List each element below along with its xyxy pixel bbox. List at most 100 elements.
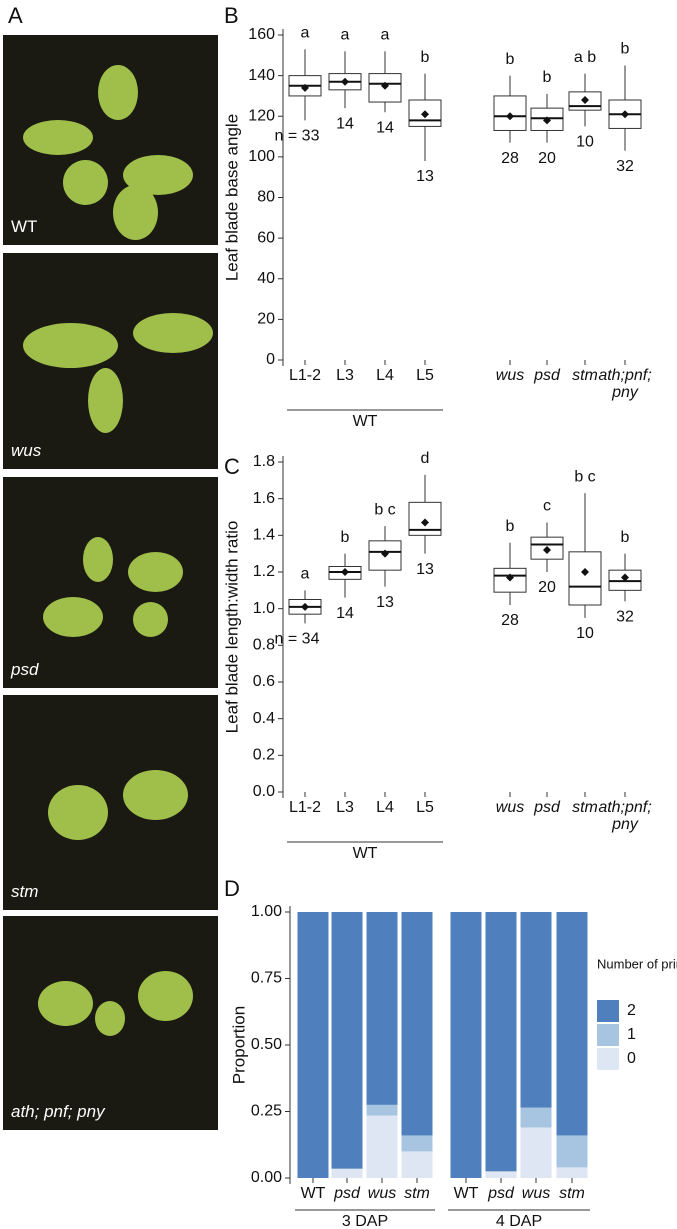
significance-letter: b <box>506 518 515 535</box>
x-tick-label-box: wus <box>522 1185 550 1202</box>
legend-swatch <box>597 1024 619 1046</box>
x-tick-label-box: L3 <box>336 367 354 384</box>
bar-segment <box>450 912 482 1178</box>
significance-letter: b <box>506 51 515 68</box>
y-tick-label: 0.0 <box>253 783 275 800</box>
y-axis-label: Leaf blade base angle <box>222 114 241 281</box>
mean <box>581 96 589 104</box>
mean <box>341 568 349 576</box>
y-tick-label: 40 <box>257 270 275 287</box>
y-tick-label: 0.4 <box>253 710 275 727</box>
significance-letter: a <box>301 566 310 583</box>
x-tick-label: psd <box>488 1185 514 1202</box>
x-tick-label: WT <box>453 1185 479 1202</box>
legend-label: 2 <box>627 1002 636 1019</box>
bar-segment <box>366 912 398 1105</box>
x-tick-label-box: ath;pnf; pny <box>598 367 652 401</box>
y-tick-label: 0 <box>266 351 275 368</box>
x-tick-label: L5 <box>416 799 434 816</box>
y-tick-label: 60 <box>257 229 275 246</box>
photo: stm <box>3 695 218 910</box>
y-tick-label: 1.6 <box>253 490 275 507</box>
photo-label: wus <box>11 441 42 460</box>
y-tick-label: 0.25 <box>251 1103 282 1120</box>
x-tick-label-box: psd <box>488 1185 514 1202</box>
mean <box>543 546 551 554</box>
y-tick-label: 0.50 <box>251 1036 282 1053</box>
significance-letter: a <box>301 24 310 41</box>
bar-segment <box>401 1151 433 1178</box>
n-label: 14 <box>376 119 394 136</box>
bar-segment <box>520 1127 552 1178</box>
y-tick-label: 0.00 <box>251 1169 282 1186</box>
bar-segment <box>485 912 517 1172</box>
x-tick-label: L3 <box>336 799 354 816</box>
significance-letter: b <box>341 529 350 546</box>
x-tick-label-box: wus <box>495 799 525 816</box>
mean <box>543 116 551 125</box>
x-tick-label-box: L5 <box>416 367 434 384</box>
y-tick-label: 80 <box>257 189 275 206</box>
bar-segment <box>401 912 433 1136</box>
y-tick-label: 1.2 <box>253 563 275 580</box>
mean <box>506 573 514 582</box>
significance-letter: b <box>621 41 630 58</box>
legend-swatch <box>597 1048 619 1070</box>
group-label: 4 DAP <box>496 1213 542 1229</box>
photo: ath; pnf; pny <box>3 916 218 1130</box>
photo-label: ath; pnf; pny <box>11 1102 105 1121</box>
x-tick-label-box: wus <box>496 367 524 384</box>
x-tick-label: stm <box>572 799 598 816</box>
significance-letter: a b <box>574 49 596 66</box>
photo: psd <box>3 477 218 688</box>
photo: WT <box>3 35 218 245</box>
x-tick-label: L1-2 <box>288 799 322 816</box>
group-label: 3 DAP <box>342 1213 388 1229</box>
x-tick-label: stm <box>404 1185 430 1202</box>
x-tick-label: ath;pnf; pny <box>598 367 652 401</box>
y-tick-label: 120 <box>248 107 275 124</box>
y-tick-label: 0.2 <box>253 747 275 764</box>
x-tick-label: wus <box>495 799 525 816</box>
x-tick-label: L5 <box>416 367 434 384</box>
photo: wus <box>3 253 218 469</box>
bar-segment <box>331 1168 363 1178</box>
significance-letter: b c <box>374 501 395 518</box>
mean <box>581 568 589 576</box>
n-label: n = 33 <box>275 128 320 145</box>
y-tick-label: 0.75 <box>251 970 282 987</box>
n-label: 32 <box>616 609 634 626</box>
y-tick-label: 1.8 <box>253 453 275 470</box>
x-tick-label-box: wus <box>368 1185 396 1202</box>
significance-letter: a <box>381 26 390 43</box>
x-tick-label: stm <box>559 1185 585 1202</box>
mean <box>621 573 629 582</box>
significance-letter: d <box>421 450 430 467</box>
x-tick-label-box: psd <box>334 1185 360 1202</box>
bar-segment <box>485 1171 517 1178</box>
x-tick-label: L4 <box>376 367 394 384</box>
n-label: 28 <box>501 150 519 167</box>
panel-label: C <box>224 454 240 479</box>
x-tick-label-box: stm <box>572 799 598 816</box>
y-tick-label: 0.6 <box>253 673 275 690</box>
group-label: WT <box>353 845 378 862</box>
x-tick-label: WT <box>300 1185 326 1202</box>
box <box>408 99 442 127</box>
n-label: 13 <box>376 594 394 611</box>
y-tick-label: 0.8 <box>253 637 275 654</box>
bar-segment <box>401 1135 433 1152</box>
x-tick-label-box: WT <box>453 1185 479 1202</box>
n-label: n = 34 <box>275 631 320 648</box>
x-tick-label-box: L5 <box>416 799 434 816</box>
legend-label: 1 <box>627 1026 636 1043</box>
mean <box>421 110 429 119</box>
n-label: 28 <box>501 612 519 629</box>
x-tick-label-box: L1-2 <box>288 367 322 384</box>
bar-segment <box>331 912 363 1169</box>
n-label: 32 <box>616 158 634 175</box>
x-tick-label: L1-2 <box>288 367 322 384</box>
significance-letter: b c <box>574 468 595 485</box>
bar-segment <box>366 1115 398 1178</box>
